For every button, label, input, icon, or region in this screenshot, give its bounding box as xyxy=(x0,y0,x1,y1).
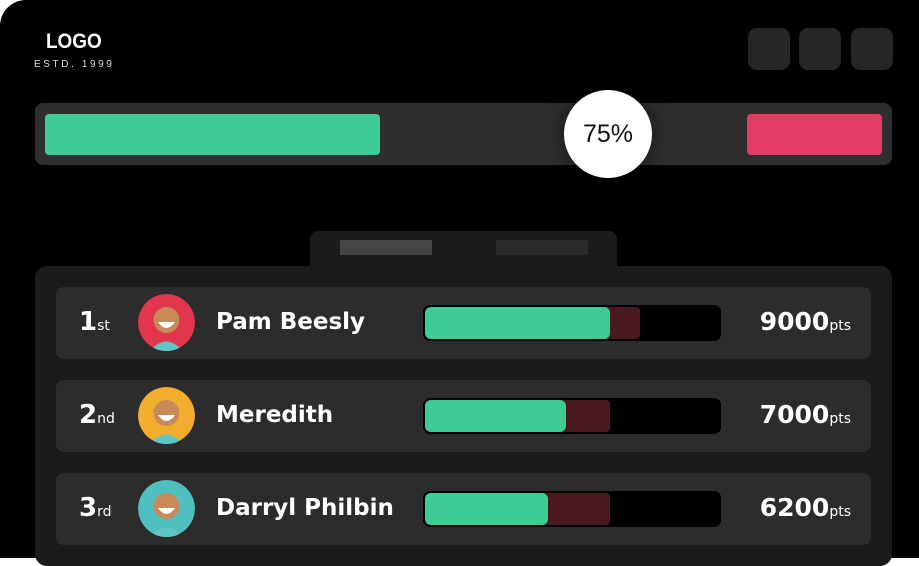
score-bar xyxy=(423,305,721,341)
tab-bar xyxy=(310,231,617,271)
leaderboard-row[interactable]: 3rd Darryl Philbin 6200pts xyxy=(56,473,871,545)
leaderboard-row[interactable]: 1st Pam Beesly 9000pts xyxy=(56,287,871,359)
points: 9000pts xyxy=(759,307,851,336)
leaderboard-row[interactable]: 2nd Meredith 7000pts xyxy=(56,380,871,452)
avatar xyxy=(138,480,195,537)
avatar xyxy=(138,387,195,444)
score-bar xyxy=(423,491,721,527)
window-button-1[interactable] xyxy=(748,28,790,70)
tab-1[interactable] xyxy=(340,240,432,255)
progress-right-fill xyxy=(747,114,882,155)
overall-progress-bar xyxy=(35,103,892,165)
logo: LOGO xyxy=(46,30,102,53)
tab-2[interactable] xyxy=(496,240,588,255)
progress-percent-badge: 75% xyxy=(564,90,652,178)
score-bar-primary xyxy=(425,493,549,525)
player-name: Meredith xyxy=(216,402,334,428)
points: 6200pts xyxy=(759,493,851,522)
window-button-2[interactable] xyxy=(799,28,841,70)
score-bar-primary xyxy=(425,307,611,339)
score-bar xyxy=(423,398,721,434)
player-name: Pam Beesly xyxy=(216,309,366,335)
window-button-3[interactable] xyxy=(851,28,893,70)
rank: 3rd xyxy=(79,493,112,523)
established-text: ESTD. 1999 xyxy=(34,59,115,70)
rank: 1st xyxy=(79,307,110,337)
avatar xyxy=(138,294,195,351)
player-name: Darryl Philbin xyxy=(216,495,394,521)
points: 7000pts xyxy=(759,400,851,429)
rank: 2nd xyxy=(79,400,115,430)
progress-left-fill xyxy=(45,114,380,155)
score-bar-primary xyxy=(425,400,567,432)
